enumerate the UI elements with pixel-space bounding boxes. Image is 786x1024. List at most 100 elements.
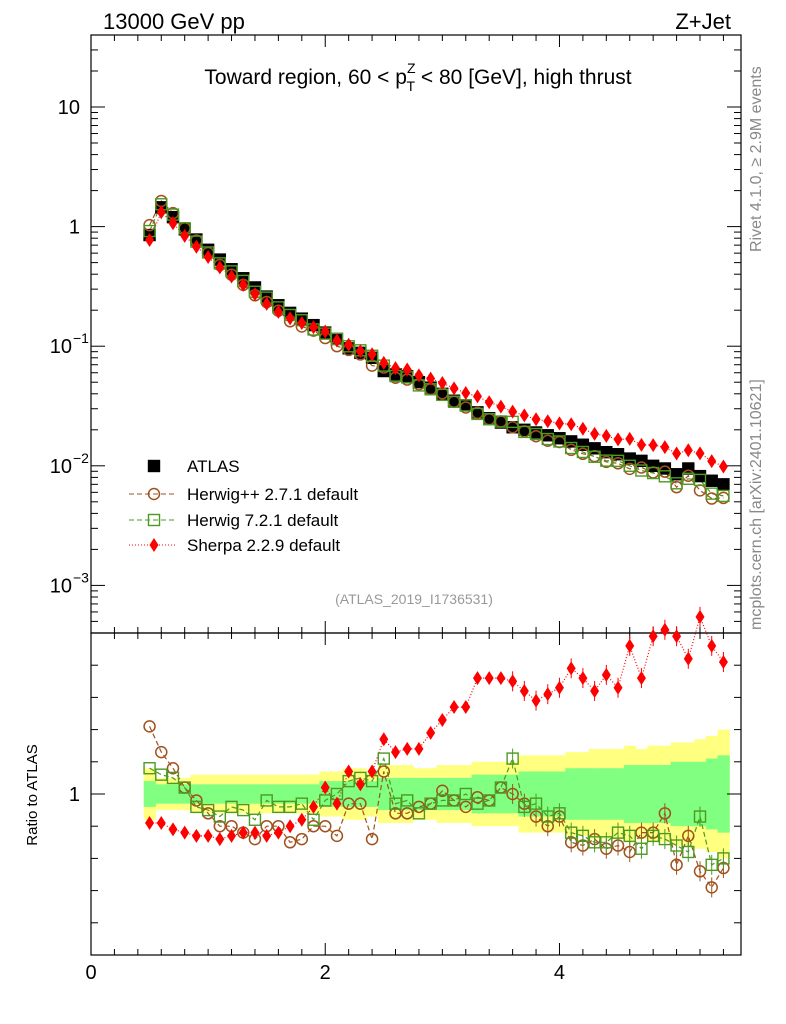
ratio-band-green: [600, 768, 613, 820]
atlas-point: [670, 468, 683, 481]
herwigpp-ratio-point: [705, 881, 718, 894]
ratio-band-green: [178, 784, 192, 804]
sherpa-line: [149, 211, 724, 468]
ratio-band-green: [495, 774, 508, 814]
herwig7-ratio-point: [389, 797, 402, 810]
sherpa-point: [156, 205, 166, 220]
sherpa-ratio-point: [402, 741, 412, 756]
sherpa-point: [707, 454, 717, 469]
herwig7-point: [494, 415, 508, 428]
sherpa-point: [613, 432, 623, 447]
sherpa-point: [262, 296, 272, 311]
herwigpp-ratio-point: [354, 797, 367, 810]
sherpa-point: [625, 431, 635, 446]
ratio-band-green: [354, 781, 367, 807]
herwig7-ratio-point: [564, 826, 578, 839]
herwig7-ratio-point: [155, 768, 168, 781]
sherpa-point: [402, 362, 412, 377]
herwig7-point: [447, 395, 461, 408]
chart-title: Toward region, 60 < pZ T < 80 [GeV], high…: [204, 60, 631, 94]
header-right: Z+Jet: [675, 9, 731, 34]
herwigpp-ratio-point: [506, 787, 519, 801]
sherpa-ratio-point: [355, 777, 365, 792]
sherpa-ratio-point: [508, 674, 518, 689]
herwig7-ratio-point: [588, 836, 601, 849]
herwig7-ratio-point: [377, 752, 390, 765]
legend-herwigpp-marker: [147, 487, 161, 501]
ratio-band-green: [717, 755, 730, 833]
sherpa-point: [672, 446, 682, 461]
chart-title-sup: Z: [407, 60, 416, 76]
sherpa-ratio-point: [145, 815, 155, 830]
herwigpp-ratio-point: [166, 761, 180, 775]
sherpa-point: [519, 408, 529, 423]
herwig7-ratio-point: [319, 794, 332, 807]
sherpa-ratio-point: [601, 667, 611, 682]
legend-sherpa-marker: [149, 538, 159, 552]
sherpa-ratio-point: [238, 825, 248, 840]
legend-herwig7-label: Herwig 7.2.1 default: [187, 511, 338, 530]
herwig7-point: [482, 413, 496, 426]
sherpa-ratio-point: [519, 683, 529, 698]
ratio-band-green: [705, 758, 719, 830]
herwig7-point: [471, 407, 484, 421]
herwigpp-ratio-point: [658, 807, 672, 820]
sherpa-ratio-point: [391, 745, 401, 760]
sherpa-point: [250, 287, 260, 302]
herwigpp-ratio-point: [143, 720, 156, 733]
herwig7-point: [658, 470, 672, 483]
herwig7-point: [529, 427, 543, 441]
herwig7-point: [646, 466, 660, 480]
herwig7-ratio-point: [201, 803, 215, 817]
chart-title-post: < 80 [GeV], high thrust: [415, 66, 632, 89]
ratio-band-green: [155, 784, 168, 804]
ratio-band-green: [635, 765, 648, 823]
main-y-tick-exponent: −1: [73, 330, 89, 346]
herwig7-ratio-point: [143, 762, 156, 775]
herwig7-point: [623, 459, 636, 472]
ratio-band-green: [190, 784, 203, 804]
sherpa-ratio-point: [472, 671, 482, 686]
herwig7-ratio-point: [611, 826, 625, 839]
herwig7-point: [670, 477, 683, 490]
sherpa-ratio-point: [625, 638, 635, 653]
sherpa-point: [543, 414, 553, 429]
ratio-band-green: [565, 768, 578, 820]
header-left: 13000 GeV pp: [103, 9, 245, 34]
sherpa-point: [391, 361, 401, 376]
herwig7-ratio-point: [237, 803, 250, 817]
herwig7-ratio-point: [283, 800, 297, 814]
sherpa-ratio-point: [250, 825, 260, 840]
main-y-tick-exponent: −2: [73, 450, 89, 466]
herwigpp-ratio-point: [155, 745, 168, 759]
sherpa-point: [203, 250, 213, 265]
sherpa-ratio-point: [297, 812, 307, 827]
herwig7-ratio-point: [529, 797, 543, 810]
sherpa-ratio-point: [449, 700, 459, 715]
legend: ATLAS Herwig++ 2.7.1 default Herwig 7.2.…: [187, 457, 358, 555]
herwig7-ratio-point: [717, 852, 730, 865]
ratio-band-green: [389, 777, 402, 811]
herwig7-ratio-point: [471, 797, 484, 810]
atlas-point: [717, 478, 730, 491]
sherpa-point: [227, 269, 237, 284]
herwig7-point: [541, 432, 554, 446]
sherpa-ratio-point: [484, 671, 494, 686]
sherpa-point: [309, 320, 319, 335]
sherpa-point: [168, 216, 178, 231]
ratio-band-green: [213, 784, 227, 804]
herwig7-point: [717, 489, 730, 503]
herwig7-ratio-point: [401, 794, 414, 807]
herwig7-ratio-point: [494, 781, 508, 794]
ratio-y-tick-label: 1: [69, 784, 80, 806]
herwig7-ratio-point: [213, 810, 227, 823]
sherpa-point: [379, 355, 389, 370]
ratio-band-green: [237, 784, 250, 804]
sherpa-point: [648, 438, 658, 453]
herwig7-ratio-point: [541, 810, 554, 823]
sherpa-point: [437, 376, 447, 391]
x-tick-label: 2: [320, 962, 331, 984]
sherpa-point: [285, 311, 295, 326]
sherpa-ratio-point: [636, 671, 646, 686]
ratio-band-green: [401, 777, 414, 811]
